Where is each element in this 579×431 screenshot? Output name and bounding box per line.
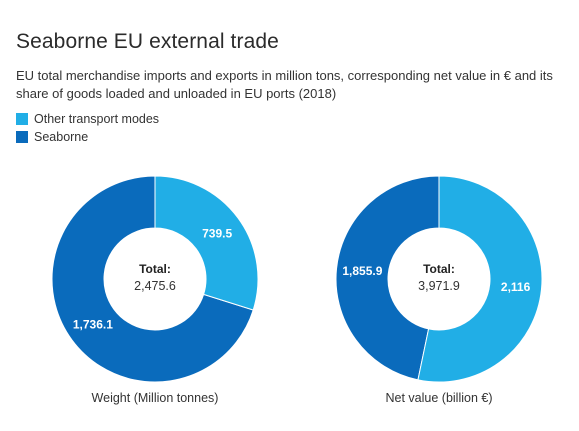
center-title-net-value: Total: [423, 262, 455, 276]
donut-slice-0-0 [154, 175, 259, 311]
caption-net-value: Net value (billion €) [386, 391, 493, 405]
legend-item-other: Other transport modes [16, 110, 159, 128]
donut-net-value: Total: 3,971.9 Net value (billion €) 2,1… [335, 175, 543, 405]
legend-label-seaborne: Seaborne [34, 130, 89, 144]
caption-weight: Weight (Million tonnes) [92, 391, 219, 405]
donut-slice-0-1 [51, 175, 254, 383]
legend-swatch-seaborne [16, 131, 28, 143]
center-value-net-value: 3,971.9 [418, 279, 460, 293]
center-value-weight: 2,475.6 [134, 279, 176, 293]
chart-subtitle: EU total merchandise imports and exports… [16, 68, 553, 101]
legend-swatch-other [16, 113, 28, 125]
legend: Other transport modes Seaborne [16, 110, 159, 146]
legend-label-other: Other transport modes [34, 112, 160, 126]
donut-weight: Total: 2,475.6 Weight (Million tonnes) 7… [51, 175, 259, 405]
slice-label-0-1: 1,736.1 [73, 318, 113, 332]
donut-charts: Total: 2,475.6 Weight (Million tonnes) 7… [51, 175, 543, 405]
legend-item-seaborne: Seaborne [16, 128, 159, 146]
chart-title: Seaborne EU external trade [16, 30, 279, 53]
center-title-weight: Total: [139, 262, 171, 276]
slice-label-0-0: 739.5 [202, 226, 232, 240]
donut-slice-1-0 [417, 175, 543, 383]
slice-label-1-1: 1,855.9 [342, 264, 382, 278]
slice-label-1-0: 2,116 [501, 280, 531, 294]
donut-slice-1-1 [335, 175, 440, 381]
